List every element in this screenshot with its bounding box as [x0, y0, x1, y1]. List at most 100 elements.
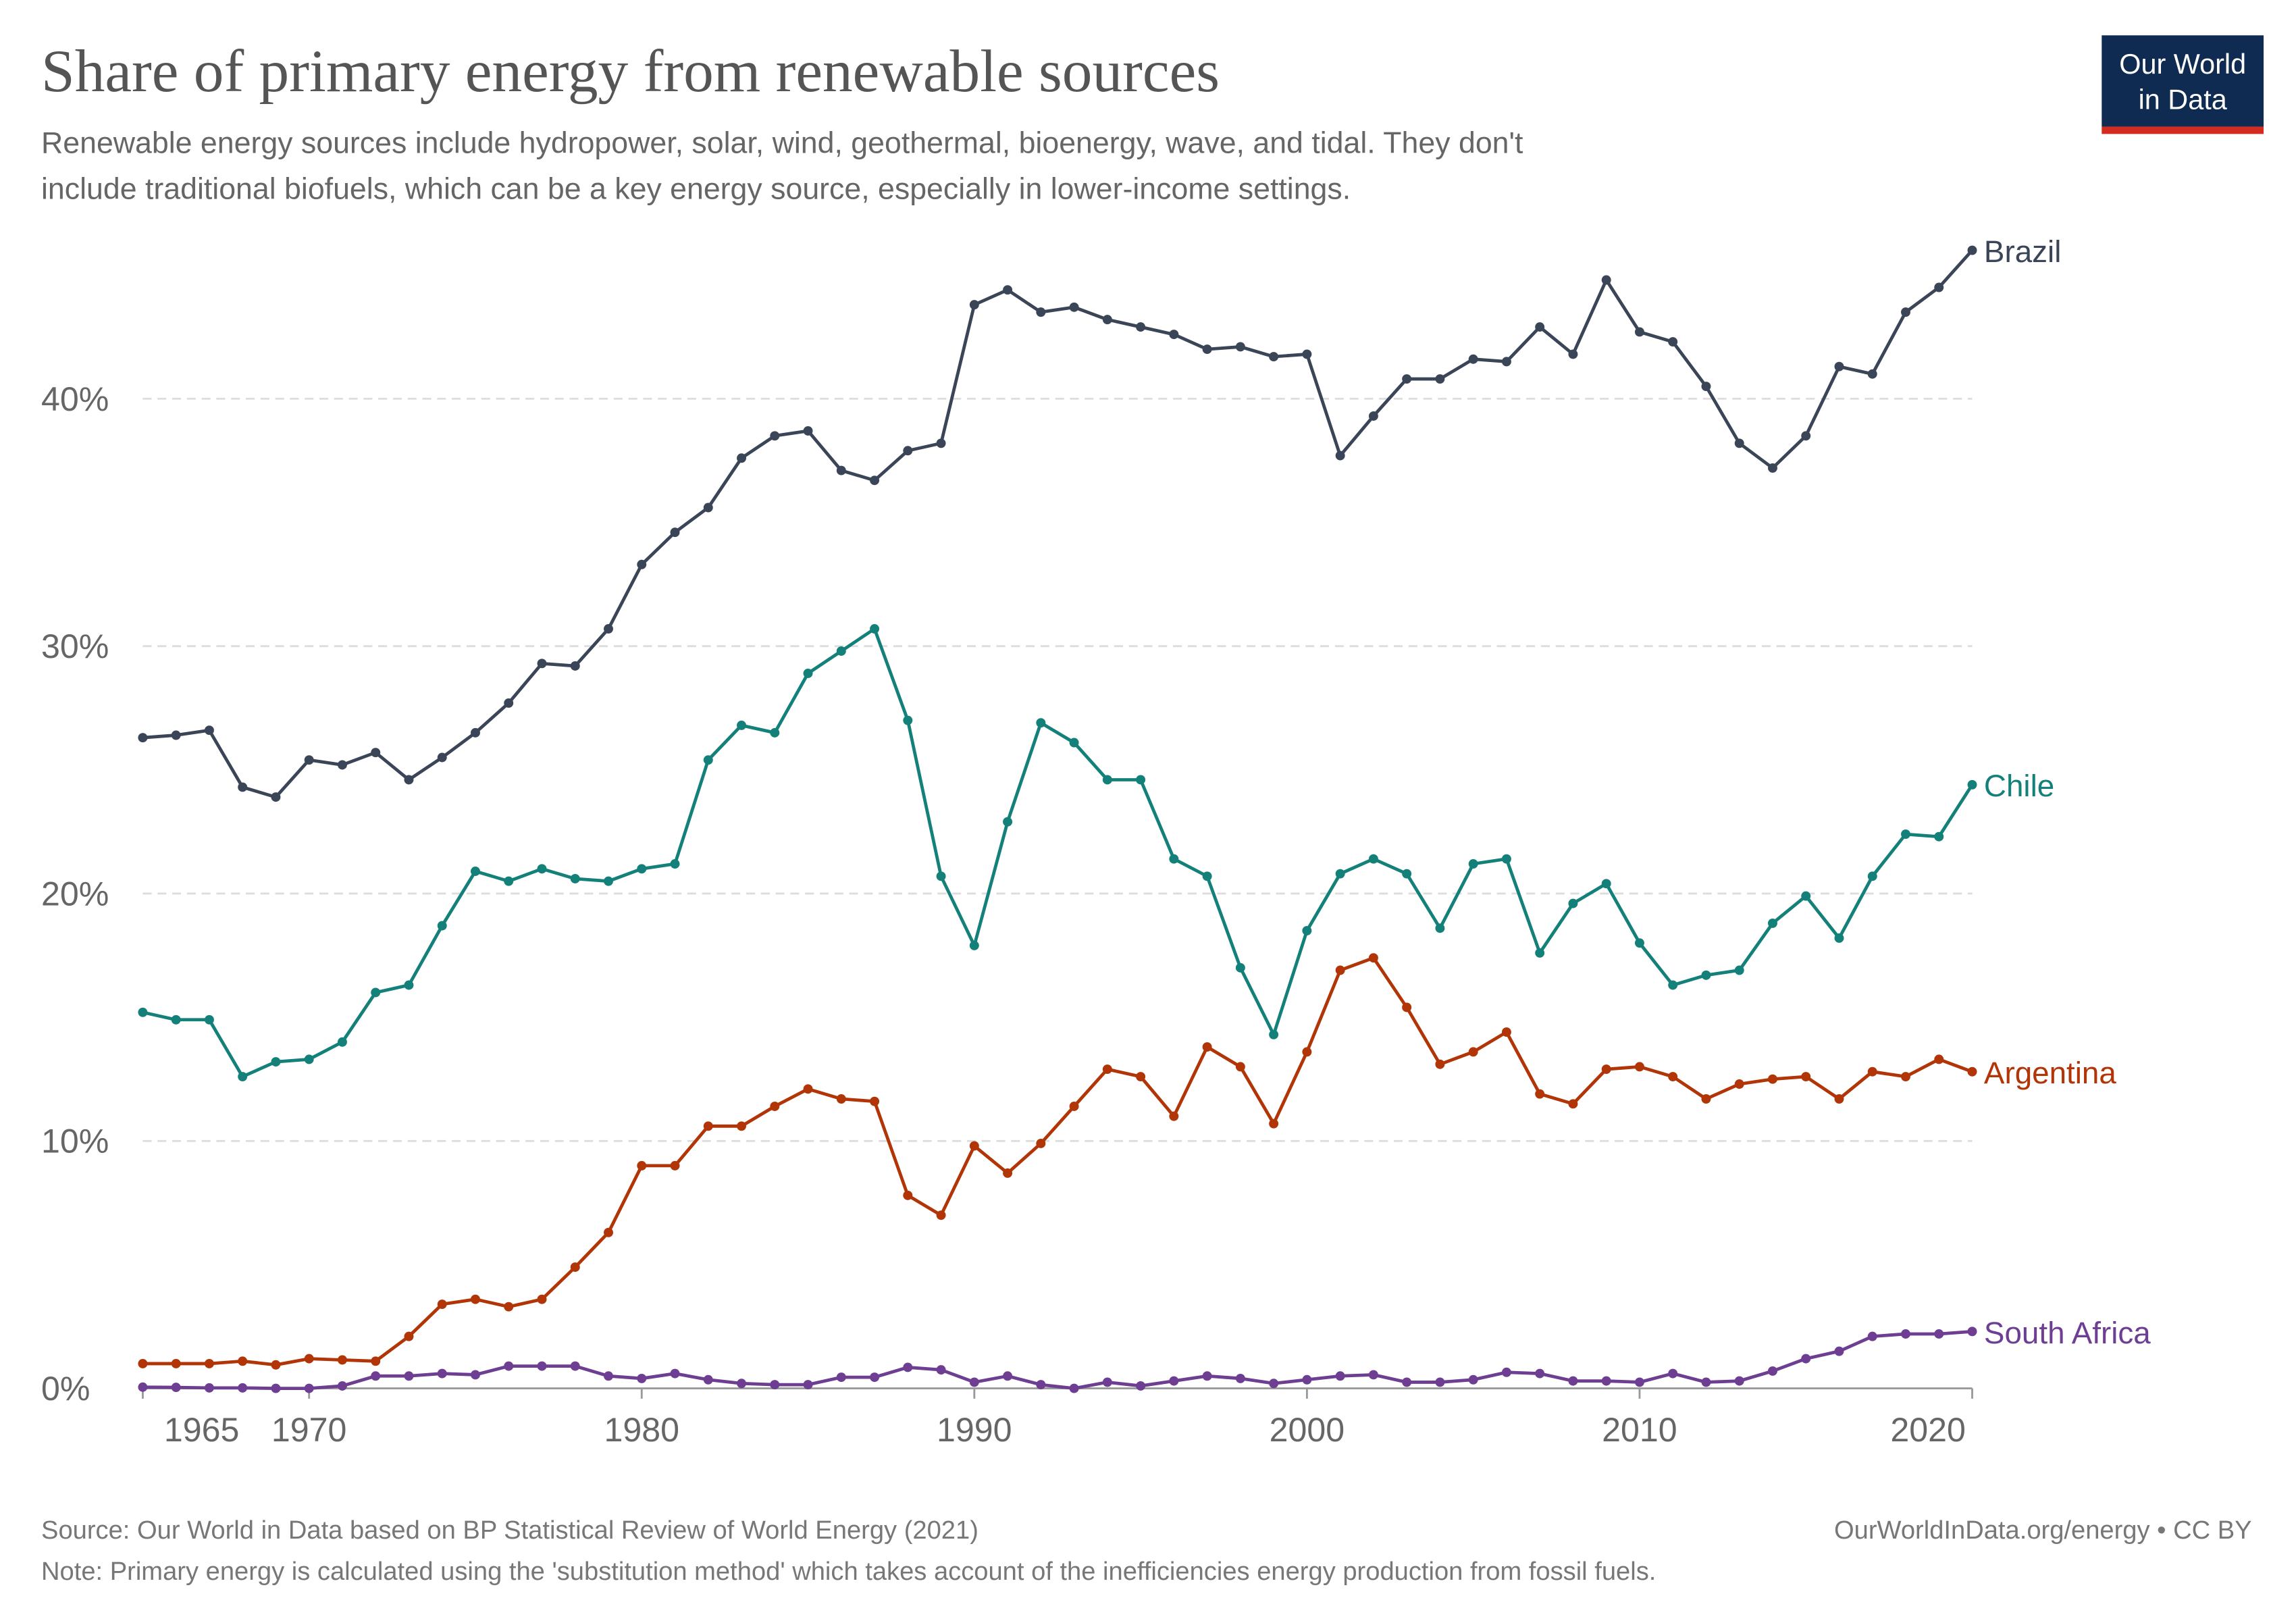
data-point [1302, 1374, 1312, 1385]
x-tick-label: 1980 [604, 1411, 680, 1449]
data-point [304, 1383, 314, 1393]
series-line [142, 249, 1974, 799]
data-point [1967, 779, 1977, 790]
data-point [1568, 898, 1578, 908]
y-tick-label: 40% [41, 380, 109, 418]
data-point [903, 1362, 913, 1372]
data-point [404, 1331, 414, 1341]
data-point [1402, 869, 1412, 879]
data-point [337, 1037, 347, 1047]
data-point [1834, 1346, 1844, 1356]
data-point [204, 1358, 214, 1368]
data-point [1435, 923, 1445, 933]
data-point [670, 1160, 680, 1170]
data-point [737, 1121, 746, 1131]
data-point [1801, 1354, 1811, 1364]
data-point [1601, 275, 1611, 285]
data-point [637, 1373, 647, 1383]
series-label: Argentina [1984, 1056, 2116, 1090]
data-point [1768, 463, 1777, 473]
data-point [1768, 1366, 1777, 1376]
data-point [1269, 1029, 1279, 1039]
data-point [1934, 1054, 1944, 1064]
data-point [703, 1121, 713, 1131]
data-point [1734, 438, 1744, 448]
data-point [870, 1096, 880, 1106]
data-point [1235, 342, 1245, 352]
data-point [1668, 980, 1678, 990]
data-point [803, 1380, 813, 1390]
data-point [737, 720, 746, 730]
data-point [437, 752, 447, 763]
data-point [936, 1365, 946, 1375]
data-point [204, 725, 214, 736]
data-point [604, 624, 613, 634]
data-point [1102, 1377, 1112, 1387]
data-point [637, 1160, 647, 1170]
data-point [1768, 1074, 1777, 1084]
data-point [504, 876, 514, 886]
data-point [138, 1007, 148, 1017]
data-point [1435, 1377, 1445, 1387]
data-point [1302, 349, 1312, 359]
data-point [1601, 1064, 1611, 1075]
x-tick-label: 2010 [1602, 1411, 1677, 1449]
data-point [337, 1381, 347, 1391]
data-point [171, 1358, 181, 1368]
data-point [204, 1014, 214, 1025]
data-point [1102, 315, 1112, 325]
data-point [803, 1084, 813, 1094]
data-point [1867, 1066, 1877, 1077]
data-point [1734, 965, 1744, 975]
data-point [1901, 829, 1910, 840]
data-point [1867, 1331, 1877, 1341]
data-point [1934, 282, 1944, 292]
data-point [1468, 1374, 1478, 1385]
data-point [537, 864, 547, 874]
data-point [238, 1383, 248, 1393]
data-point [504, 698, 514, 708]
data-point [238, 1072, 248, 1082]
data-point [1535, 948, 1545, 958]
data-point [1269, 352, 1279, 362]
data-point [903, 446, 913, 456]
data-point [870, 475, 880, 486]
data-point [1834, 1094, 1844, 1104]
data-point [1734, 1376, 1744, 1386]
y-tick-label: 30% [41, 627, 109, 665]
series-line [142, 1329, 1973, 1391]
data-point [1136, 1381, 1146, 1391]
data-point [1934, 1329, 1944, 1339]
data-point [1634, 938, 1644, 948]
data-point [1601, 1376, 1611, 1386]
data-point [504, 1302, 514, 1312]
data-point [537, 659, 547, 669]
logo: Our World in Data [2102, 35, 2264, 134]
data-point [1169, 1376, 1179, 1386]
data-point [138, 733, 148, 743]
data-point [637, 559, 647, 569]
data-point [1069, 1383, 1079, 1393]
data-point [1069, 1102, 1079, 1111]
data-point [1501, 854, 1511, 864]
subtitle: Renewable energy sources include hydropo… [41, 127, 1523, 160]
data-point [1402, 1002, 1412, 1012]
data-point [1901, 1072, 1910, 1082]
data-point [936, 1210, 946, 1220]
data-point [770, 727, 780, 738]
data-point [1468, 1047, 1478, 1057]
data-point [1801, 891, 1811, 901]
data-point [371, 748, 381, 758]
data-point [1302, 925, 1312, 935]
data-point [903, 715, 913, 725]
data-point [371, 1356, 381, 1366]
data-point [1368, 854, 1378, 864]
data-point [238, 782, 248, 792]
data-point [1036, 718, 1046, 728]
data-point [1634, 1062, 1644, 1072]
data-point [836, 1094, 846, 1104]
data-point [1102, 775, 1112, 785]
data-point [1967, 1327, 1977, 1337]
data-point [1402, 1377, 1412, 1387]
data-point [1235, 962, 1245, 973]
